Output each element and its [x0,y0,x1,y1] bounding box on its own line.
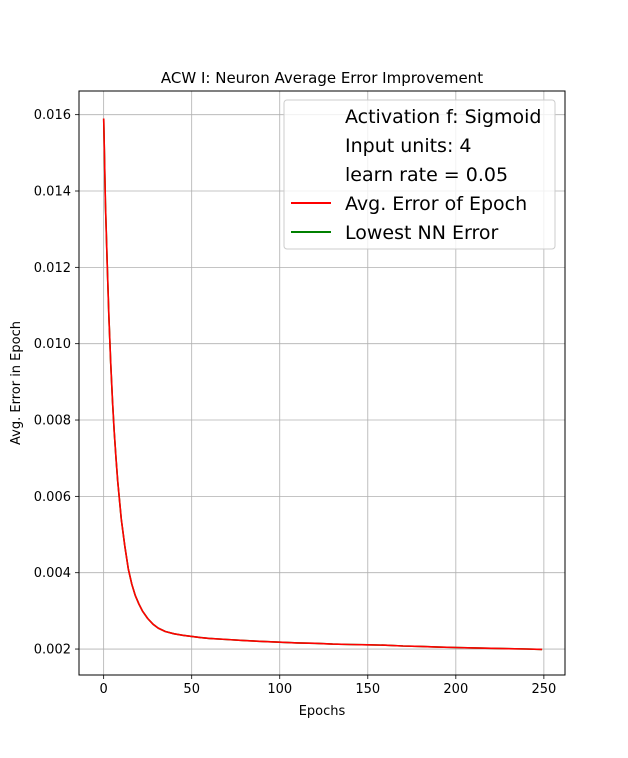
x-tick-label: 150 [355,682,380,697]
legend: Activation f: Sigmoid Input units: 4 lea… [283,99,556,250]
legend-box [283,99,556,250]
plot-frame [78,90,566,676]
y-tick-label: 0.010 [34,337,71,352]
y-tick-label: 0.016 [34,108,71,123]
y-tick-label: 0.008 [34,414,71,429]
chart-title: ACW I: Neuron Average Error Improvement [161,69,483,87]
x-tick-label: 200 [443,682,468,697]
x-axis-label: Epochs [299,704,346,719]
y-tick-label: 0.006 [34,490,71,505]
legend-text-learn-rate: learn rate = 0.05 [345,164,508,186]
x-tick-label: 0 [100,682,108,697]
y-tick-label: 0.012 [34,261,71,276]
x-tick-label: 250 [531,682,556,697]
legend-text-input-units: Input units: 4 [345,135,471,157]
legend-label-avg-error: Avg. Error of Epoch [345,193,527,215]
x-axis-ticks: 0 50 100 150 200 250 [100,675,556,697]
y-tick-label: 0.002 [34,643,71,658]
x-tick-label: 50 [183,682,200,697]
y-tick-label: 0.004 [34,566,71,581]
legend-text-activation: Activation f: Sigmoid [345,106,542,128]
series-avg-error-line [102,118,543,651]
y-axis-ticks: 0.002 0.004 0.006 0.008 0.010 0.012 0.014 0.016 [34,108,79,658]
x-tick-label: 100 [267,682,292,697]
legend-label-lowest-nn-error: Lowest NN Error [345,222,498,244]
series-lines [102,118,543,651]
y-tick-label: 0.014 [34,185,71,200]
y-axis-label: Avg. Error in Epoch [9,321,24,445]
